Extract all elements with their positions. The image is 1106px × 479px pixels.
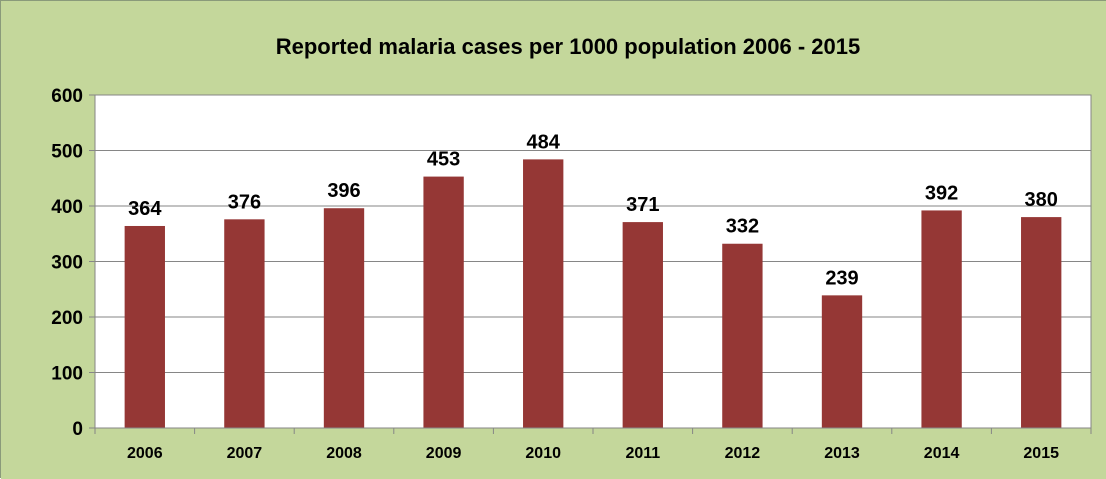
y-axis-ticks: 0 100 200 300 400 500 600 (51, 86, 83, 440)
data-label-2011: 371 (626, 194, 659, 216)
bar-2009 (423, 176, 464, 428)
bar-2007 (224, 219, 265, 428)
y-tick-label: 200 (51, 308, 83, 329)
data-label-2010: 484 (527, 131, 561, 153)
x-tick-label-2011: 2011 (625, 445, 660, 462)
bar-2008 (323, 208, 365, 428)
x-tick-label-2008: 2008 (326, 445, 362, 462)
x-tick-label-2012: 2012 (725, 445, 761, 462)
y-tick-label: 400 (51, 197, 83, 218)
y-tick-label: 100 (51, 364, 83, 385)
x-tick-label-2015: 2015 (1023, 445, 1059, 462)
bar-2006 (124, 225, 165, 428)
data-label-2006: 364 (128, 198, 162, 220)
bar-2011 (622, 222, 663, 428)
x-tick-label-2007: 2007 (227, 445, 263, 462)
x-tick-label-2009: 2009 (426, 445, 462, 462)
x-axis-ticks: 2006 2007 2008 2009 2010 2011 2012 2013 2014 2015 (94, 428, 1092, 462)
data-labels: 364 376 396 453 484 371 332 239 392 380 (128, 131, 1058, 289)
y-tick-label: 600 (51, 86, 83, 107)
x-tick-label-2014: 2014 (924, 445, 960, 462)
data-label-2012: 332 (726, 216, 759, 238)
bar-2010 (523, 159, 564, 428)
bars (124, 159, 1062, 428)
x-tick-label-2013: 2013 (824, 445, 860, 462)
data-label-2008: 396 (327, 180, 360, 202)
y-tick-label: 500 (51, 142, 83, 163)
data-label-2014: 392 (925, 182, 958, 204)
data-label-2009: 453 (427, 149, 460, 171)
data-label-2015: 380 (1025, 189, 1058, 211)
bar-2015 (1021, 217, 1062, 428)
y-tick-label: 0 (72, 419, 83, 440)
data-label-2013: 239 (825, 267, 858, 289)
bar-2012 (722, 243, 763, 428)
x-tick-label-2006: 2006 (127, 445, 163, 462)
x-tick-label-2010: 2010 (525, 445, 561, 462)
bar-2013 (821, 295, 863, 428)
chart-title: Reported malaria cases per 1000 populati… (276, 34, 861, 59)
data-label-2007: 376 (228, 191, 261, 213)
bar-2014 (921, 210, 962, 428)
y-tick-label: 300 (51, 253, 83, 274)
